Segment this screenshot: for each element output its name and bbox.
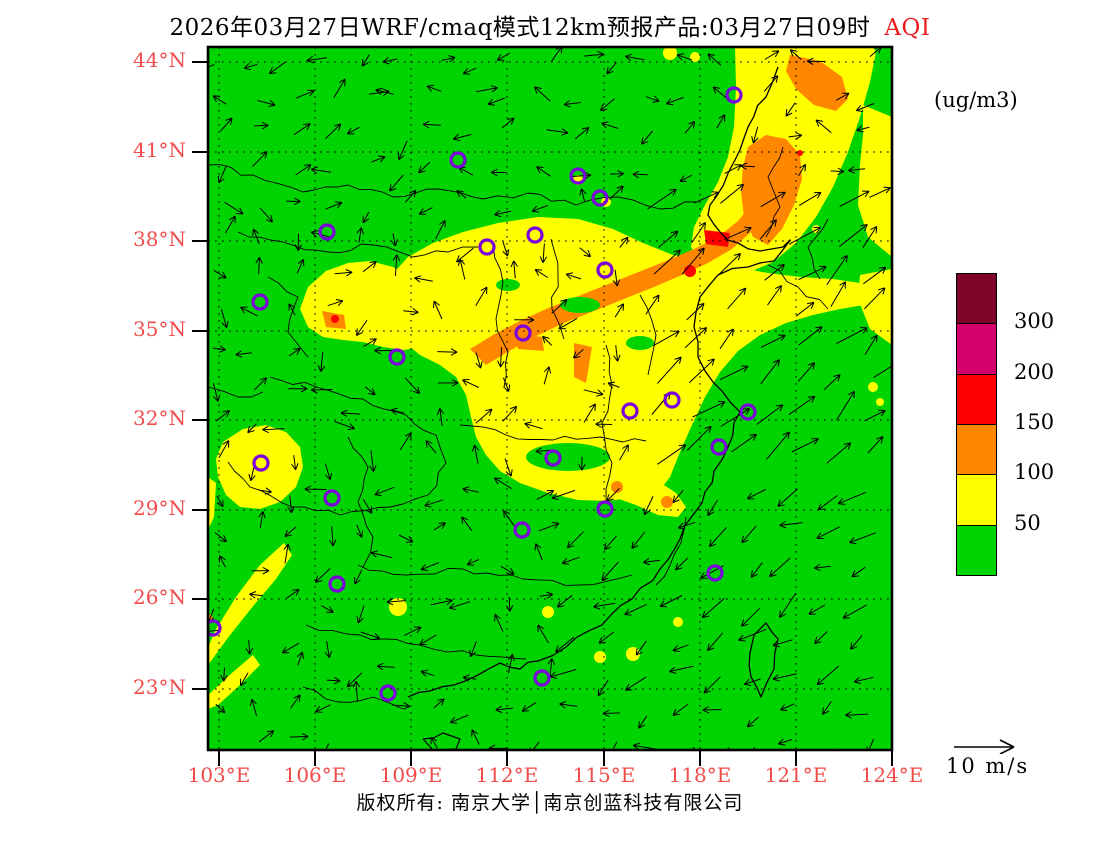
station-marker (710, 438, 728, 456)
station-markers (208, 86, 757, 702)
station-marker (388, 348, 406, 366)
station-marker (544, 449, 562, 467)
station-marker (328, 575, 346, 593)
wind-vector-arrows (208, 47, 892, 750)
station-marker (596, 261, 614, 279)
station-marker (706, 564, 724, 582)
lon-label: 124°E (860, 763, 924, 787)
lat-label: 41°N (133, 138, 186, 162)
legend-color-band (956, 524, 997, 576)
station-marker (379, 684, 397, 702)
title-text: 2026年03月27日WRF/cmaq模式12km预报产品:03月27日09时 (169, 15, 871, 41)
lat-label: 35°N (133, 317, 186, 341)
station-marker (318, 223, 336, 241)
station-marker (478, 238, 496, 256)
station-marker (252, 454, 270, 472)
lat-label: 32°N (133, 406, 186, 430)
legend-tick-label: 300 (1014, 309, 1055, 334)
legend-color-band (956, 423, 997, 476)
map-canvas (192, 45, 894, 766)
legend-color-band (956, 474, 997, 526)
station-marker (323, 489, 341, 507)
station-marker (596, 500, 614, 518)
map-border (206, 45, 894, 752)
station-marker (514, 324, 532, 342)
unit-label: (ug/m3) (934, 88, 1018, 112)
province-boundaries (208, 146, 829, 710)
lon-label: 103°E (187, 763, 251, 787)
copyright-footer: 版权所有: 南京大学│南京创蓝科技有限公司 (356, 792, 744, 814)
station-marker (663, 391, 681, 409)
aqi-orange-regions (208, 55, 848, 624)
station-marker (739, 403, 757, 421)
station-marker (251, 293, 269, 311)
legend-color-band (956, 273, 997, 325)
legend-tick-label: 50 (1014, 510, 1041, 535)
lat-label: 29°N (133, 496, 186, 520)
lon-label: 109°E (379, 763, 443, 787)
station-marker (513, 521, 531, 539)
lon-label: 115°E (572, 763, 636, 787)
lon-label: 121°E (764, 763, 828, 787)
lon-label: 112°E (475, 763, 539, 787)
station-marker (208, 619, 222, 637)
map-clipped-layers (208, 47, 892, 750)
lat-label: 26°N (133, 585, 186, 609)
station-marker (449, 151, 467, 169)
wind-scale-label: 10 m/s (946, 754, 1030, 778)
station-marker (591, 189, 609, 207)
axis-ticks (192, 61, 893, 766)
wind-scale-arrow (954, 739, 1015, 754)
lat-label: 44°N (133, 48, 186, 72)
lon-label: 106°E (283, 763, 347, 787)
station-marker (725, 86, 743, 104)
legend-tick-label: 200 (1014, 359, 1055, 384)
station-marker (569, 167, 587, 185)
legend-color-band (956, 323, 997, 375)
legend-tick-label: 100 (1014, 460, 1055, 485)
lat-label: 38°N (133, 227, 186, 251)
aqi-forecast-map (192, 45, 894, 766)
lon-label: 118°E (668, 763, 732, 787)
station-marker (533, 669, 551, 687)
aqi-color-legend: 300 200 150 100 50 (950, 266, 1100, 596)
page-title: 2026年03月27日WRF/cmaq模式12km预报产品:03月27日09时 A… (0, 8, 1100, 42)
station-marker (526, 226, 544, 244)
legend-tick-label: 150 (1014, 409, 1055, 434)
legend-color-band (956, 373, 997, 425)
lat-label: 23°N (133, 675, 186, 699)
title-variable: AQI (884, 15, 931, 41)
station-marker (621, 402, 639, 420)
